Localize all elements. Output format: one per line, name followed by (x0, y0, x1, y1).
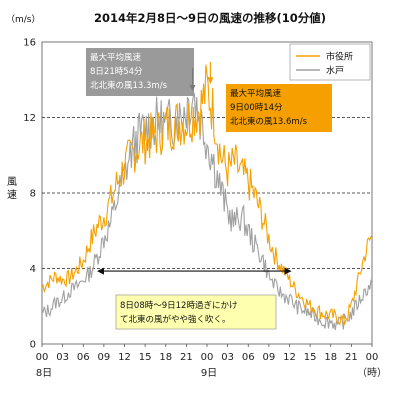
x-tick-label: 03 (221, 352, 234, 363)
unit-label: （m/s） (6, 14, 41, 25)
x-tick-label: 15 (139, 352, 152, 363)
chart-title: 2014年2月8日～9日の風速の推移(10分値) (94, 11, 326, 25)
x-tick-label: 18 (159, 352, 172, 363)
x-tick-label: 00 (201, 352, 214, 363)
y-tick-label: 12 (23, 113, 36, 124)
legend-label: 市役所 (326, 51, 353, 63)
annotation-text: 最大平均風速 (90, 52, 142, 63)
y-tick-label: 4 (30, 264, 36, 275)
x-tick-label: 15 (304, 352, 317, 363)
annotation-arrowhead (207, 77, 214, 85)
x-tick-label: 18 (324, 352, 337, 363)
x-unit-label: （時） (357, 367, 387, 379)
range-arrowhead-right (284, 267, 292, 275)
axes: 0 4 8 12 16 00 03 06 09 12 15 18 21 00 03 06 09 12 15 18 21 0… (23, 38, 387, 380)
x-tick-label: 21 (180, 352, 193, 363)
range-note-text: て北東の風がやや強く吹く。 (120, 314, 231, 325)
y-tick-label: 0 (30, 340, 36, 351)
x-tick-label: 00 (366, 352, 379, 363)
x-tick-label: 03 (56, 352, 69, 363)
x-tick-label: 12 (118, 352, 131, 363)
y-tick-label: 16 (23, 38, 36, 49)
annotation-text: 9日00時14分 (230, 103, 283, 113)
annotation-box (226, 84, 332, 132)
x-tick-label: 09 (263, 352, 276, 363)
x-tick-label: 21 (345, 352, 358, 363)
day-label: 9日 (201, 368, 217, 379)
x-tick-label: 06 (77, 352, 90, 363)
annotation-text: 最大平均風速 (230, 88, 282, 99)
series-lines (41, 64, 373, 331)
annotation-text: 北北東の風13.6m/s (230, 116, 308, 127)
y-label-char: 速 (7, 189, 17, 201)
y-label-char: 風 (7, 176, 17, 188)
y-tick-label: 8 (30, 189, 36, 200)
annotation-text: 北北東の風13.3m/s (90, 80, 168, 91)
annotation-text: 8日21時54分 (90, 67, 143, 77)
range-arrowhead-left (97, 267, 104, 275)
range-note-box (115, 294, 277, 330)
x-tick-label: 06 (242, 352, 255, 363)
annotation-box (86, 48, 194, 96)
x-tick-label: 00 (36, 352, 49, 363)
x-tick-label: 12 (283, 352, 296, 363)
series-line-shiyakusho (41, 64, 373, 326)
y-axis-label: 風速 (7, 176, 17, 201)
day-label: 8日 (36, 368, 52, 379)
x-tick-label: 09 (98, 352, 111, 363)
legend-box (289, 43, 371, 81)
annotation-arrowhead (189, 84, 196, 91)
svg-text:風速: 風速 (7, 176, 17, 201)
range-note-text: 8日08時～9日12時過ぎにかけ (120, 300, 237, 311)
legend-label: 水戸 (326, 65, 344, 77)
